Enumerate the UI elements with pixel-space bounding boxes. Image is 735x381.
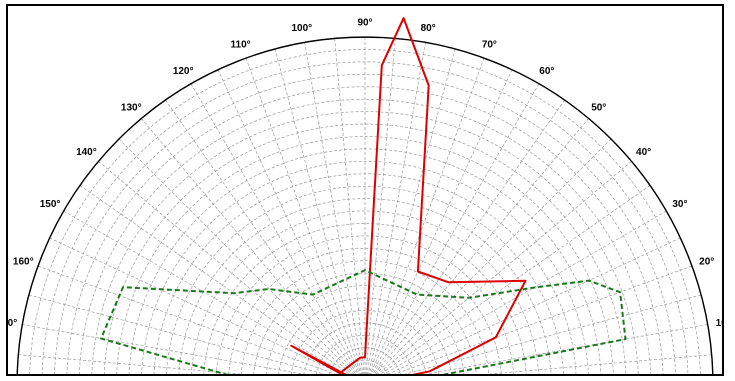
angular-gridline: [304, 42, 364, 374]
angle-tick-label: 30°: [672, 199, 687, 210]
angular-gridline: [165, 99, 358, 374]
angular-gridline: [18, 354, 244, 374]
radial-gridline: [215, 235, 515, 374]
angular-gridline: [37, 265, 336, 374]
angular-gridline: [404, 294, 702, 374]
radial-gridline: [240, 260, 490, 374]
angular-gridline: [217, 69, 361, 374]
angle-tick-label: 130°: [121, 102, 142, 113]
angular-gridline: [425, 324, 708, 374]
angular-gridline: [380, 185, 651, 374]
radial-gridline: [203, 223, 527, 374]
angular-gridline: [383, 210, 667, 374]
angular-gridline: [49, 237, 343, 374]
angular-gridline: [63, 210, 347, 374]
angular-gridline: [372, 99, 565, 374]
radial-gridline: [79, 98, 651, 374]
angle-tick-label: 170°: [8, 318, 17, 329]
angular-gridline: [394, 265, 693, 374]
angular-gridline: [486, 354, 712, 374]
radial-gridline: [190, 210, 540, 374]
angle-tick-label: 70°: [482, 39, 497, 50]
angle-tick-label: 100°: [292, 23, 313, 34]
angle-tick-label: 50°: [591, 102, 606, 113]
radial-gridline: [116, 136, 614, 374]
angle-tick-label: 110°: [231, 39, 251, 50]
angular-gridline: [369, 69, 513, 374]
series-line-2: [100, 269, 627, 374]
chart-frame: 0°10°20°30°40°50°60°70°80°90°100°110°120…: [6, 4, 724, 376]
angle-tick-label: 10°: [716, 318, 722, 329]
angular-gridline: [373, 118, 589, 374]
angular-gridline: [370, 83, 540, 374]
series-line-1: [290, 17, 527, 374]
angular-gridline: [190, 83, 360, 374]
angle-tick-label: 150°: [40, 199, 61, 210]
angle-tick-label: 160°: [13, 257, 34, 268]
angular-gridline: [365, 38, 396, 374]
angular-gridline: [274, 48, 363, 374]
angle-tick-label: 20°: [699, 257, 714, 268]
angle-tick-label: 60°: [539, 66, 554, 77]
angular-gridline: [334, 38, 365, 374]
angle-tick-label: 90°: [357, 17, 372, 28]
angular-gridline: [118, 138, 355, 374]
angle-tick-label: 40°: [636, 147, 651, 158]
radial-gridline: [291, 310, 439, 374]
angle-tick-label: 120°: [173, 66, 194, 77]
series-group: [100, 17, 627, 374]
angular-gridline: [79, 185, 350, 374]
angular-gridline: [387, 237, 681, 374]
angular-gridline: [375, 138, 612, 374]
polar-chart: 0°10°20°30°40°50°60°70°80°90°100°110°120…: [8, 17, 722, 374]
radial-gridline: [316, 335, 414, 374]
angle-tick-label: 140°: [76, 147, 97, 158]
angular-gridline: [368, 57, 485, 374]
angle-tick-labels: 0°10°20°30°40°50°60°70°80°90°100°110°120…: [8, 17, 722, 329]
angular-gridline: [98, 161, 353, 374]
radial-gridline: [166, 185, 564, 374]
radial-gridline: [103, 123, 627, 374]
radial-gridline: [66, 86, 664, 374]
outer-boundary: [16, 36, 714, 374]
angular-gridline: [377, 161, 632, 374]
angular-grid: [18, 37, 712, 374]
radial-gridline: [228, 248, 502, 374]
angular-gridline: [366, 42, 426, 374]
radial-gridline: [265, 285, 465, 374]
radial-gridline: [141, 161, 589, 374]
angle-tick-label: 80°: [421, 23, 436, 34]
angular-gridline: [141, 118, 357, 374]
angular-gridline: [245, 57, 362, 374]
